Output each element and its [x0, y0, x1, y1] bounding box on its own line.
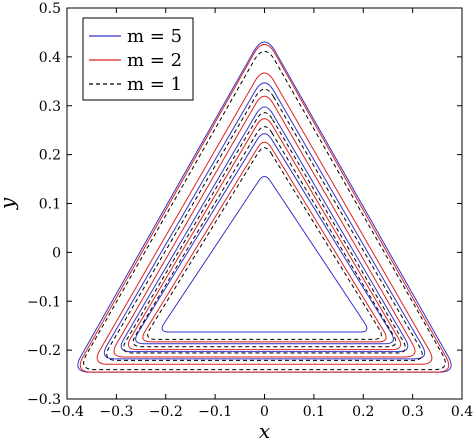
- series-3-curve-2: [106, 88, 423, 361]
- legend-label-1: m = 5: [127, 26, 182, 47]
- legend: m = 5 m = 2 m = 1: [82, 17, 194, 101]
- series-3-curve-4: [132, 126, 397, 348]
- y-tick-label: −0.2: [27, 343, 61, 359]
- legend-label-3: m = 1: [127, 74, 182, 95]
- x-tick-label: 0.1: [303, 404, 325, 420]
- series-1-curve-4: [135, 133, 394, 345]
- x-axis-label: x: [259, 419, 270, 442]
- series-1-curve-1: [77, 41, 452, 373]
- x-tick-label: −0.3: [99, 404, 133, 420]
- curves-layer: [77, 41, 452, 373]
- series-3: [83, 50, 446, 371]
- y-tick-label: −0.3: [27, 392, 61, 408]
- x-tick-label: 0.3: [401, 404, 423, 420]
- ticks-layer: −0.4 −0.3 −0.2 −0.1 0 0.1 0.2 0.3 0.4−0.3−0.2−0.…: [27, 1, 473, 420]
- y-tick-label: 0.2: [39, 148, 61, 164]
- y-tick-label: −0.1: [27, 294, 61, 310]
- series-3-curve-5: [147, 147, 382, 340]
- series-2-curve-2: [96, 72, 433, 365]
- x-tick-label: −0.4: [50, 404, 84, 420]
- series-2-curve-3: [113, 95, 416, 358]
- series-1-curve-2: [103, 82, 426, 360]
- x-tick-label: 0: [260, 404, 269, 420]
- y-tick-label: 0.3: [39, 99, 61, 115]
- x-tick-label: −0.1: [198, 404, 232, 420]
- series-2-curve-4: [127, 118, 402, 351]
- y-tick-label: 0: [52, 245, 61, 261]
- legend-box: [82, 17, 194, 101]
- legend-label-2: m = 2: [127, 50, 182, 71]
- y-tick-label: 0.5: [39, 1, 61, 17]
- x-tick-label: 0.4: [451, 404, 473, 420]
- series-1-curve-3: [120, 106, 409, 353]
- series-1-curve-5: [161, 176, 368, 333]
- y-tick-label: 0.4: [39, 50, 61, 66]
- series-1: [77, 41, 452, 373]
- x-tick-label: 0.2: [352, 404, 374, 420]
- series-2-curve-5: [142, 141, 387, 343]
- series-2-curve-1: [79, 43, 450, 373]
- x-tick-label: −0.2: [149, 404, 183, 420]
- series-2: [79, 43, 450, 373]
- y-tick-label: 0.1: [39, 197, 61, 213]
- series-3-curve-3: [123, 112, 406, 354]
- y-axis-label: y: [0, 197, 19, 210]
